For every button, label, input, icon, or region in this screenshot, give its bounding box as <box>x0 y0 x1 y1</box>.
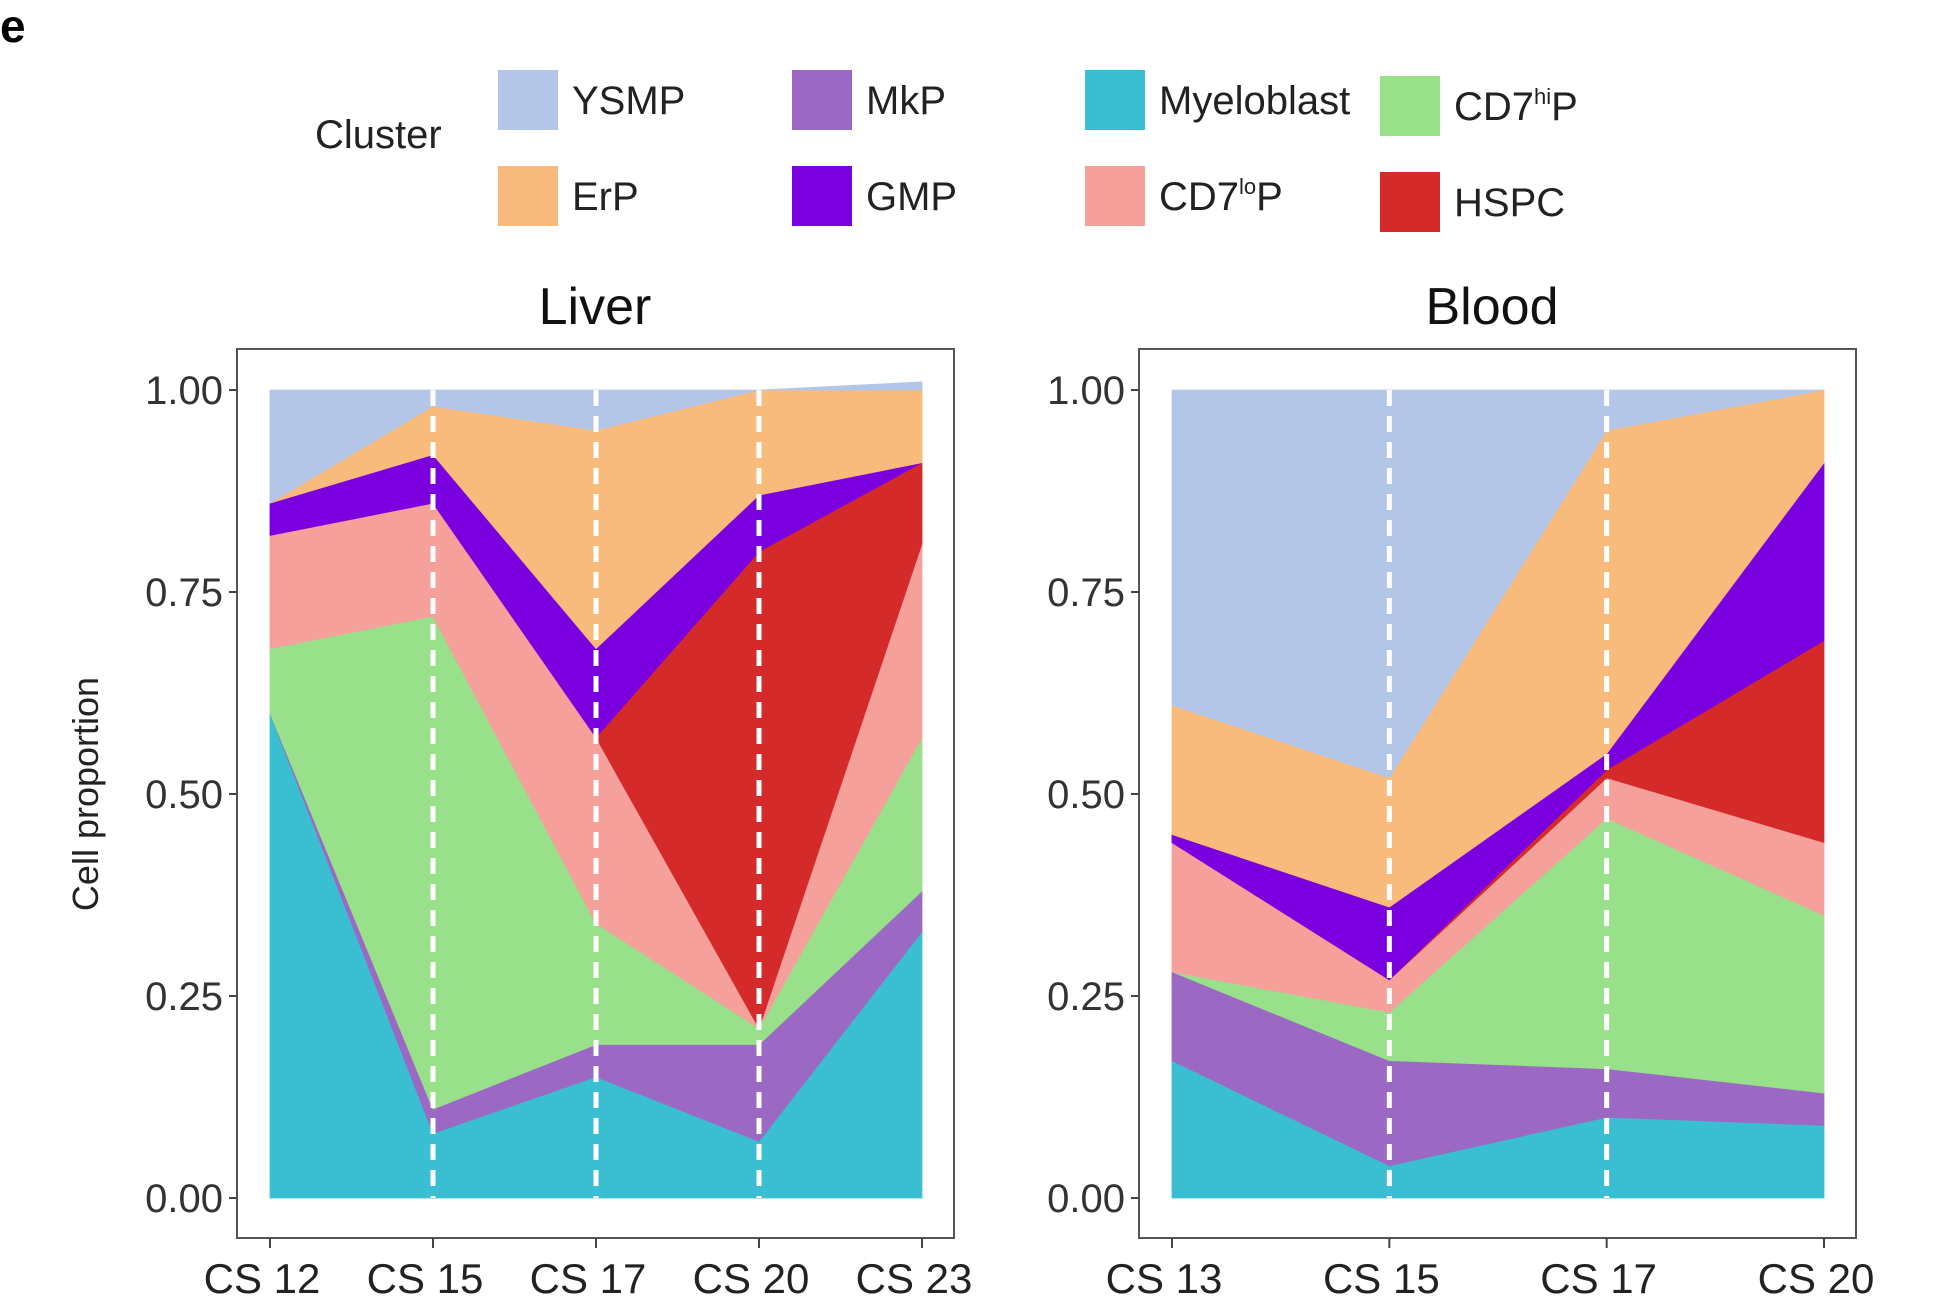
y-tick-label: 0.75 <box>145 571 223 615</box>
x-tick-label: CS 13 <box>1106 1255 1223 1299</box>
x-tick-label: CS 17 <box>530 1255 647 1299</box>
y-tick-label: 0.75 <box>1047 571 1125 615</box>
x-tick-label: CS 23 <box>856 1255 973 1299</box>
legend-swatch-hspc <box>1380 172 1440 232</box>
legend-swatch-erp <box>498 166 558 226</box>
x-tick-label: CS 20 <box>1758 1255 1875 1299</box>
chart-liver: Liver 0.00 0.25 0.50 0.75 1.00 CS 12 CS 15 CS 17… <box>65 278 972 1299</box>
legend-label-ysmp: YSMP <box>572 79 685 123</box>
chart-title: Blood <box>1426 278 1559 336</box>
legend-label-mkp: MkP <box>866 79 946 123</box>
y-tick-label: 0.00 <box>145 1177 223 1221</box>
y-tick-label: 0.25 <box>145 975 223 1019</box>
x-tick-label: CS 15 <box>367 1255 484 1299</box>
x-tick-label: CS 12 <box>204 1255 321 1299</box>
y-tick-label: 0.00 <box>1047 1177 1125 1221</box>
legend-label-myeloblast: Myeloblast <box>1159 79 1350 123</box>
y-tick-label: 1.00 <box>1047 369 1125 413</box>
chart-title: Liver <box>539 278 652 336</box>
legend-swatch-myeloblast <box>1085 70 1145 130</box>
legend-title: Cluster <box>315 113 442 157</box>
y-tick-label: 0.25 <box>1047 975 1125 1019</box>
chart-blood: Blood 0.00 0.25 0.50 0.75 1.00 CS 13 CS 15 CS 17… <box>1047 278 1874 1299</box>
x-tick-label: CS 20 <box>693 1255 810 1299</box>
legend-swatch-mkp <box>792 70 852 130</box>
y-tick-label: 0.50 <box>1047 773 1125 817</box>
legend-swatch-gmp <box>792 166 852 226</box>
legend: YSMP MkP Myeloblast CD7hiP ErP GMP CD7loP HSPC <box>498 70 1578 232</box>
legend-label-cd7hip: CD7hiP <box>1454 84 1578 129</box>
legend-label-cd7lop: CD7loP <box>1159 174 1283 219</box>
x-tick-label: CS 17 <box>1540 1255 1657 1299</box>
legend-swatch-cd7lop <box>1085 166 1145 226</box>
panel-label: e <box>0 0 26 52</box>
y-axis-title: Cell proportion <box>65 677 106 911</box>
y-tick-label: 1.00 <box>145 369 223 413</box>
legend-swatch-ysmp <box>498 70 558 130</box>
x-tick-label: CS 15 <box>1323 1255 1440 1299</box>
area-ysmp <box>269 381 923 504</box>
legend-label-erp: ErP <box>572 175 639 219</box>
y-tick-label: 0.50 <box>145 773 223 817</box>
legend-label-gmp: GMP <box>866 175 957 219</box>
legend-swatch-cd7hip <box>1380 76 1440 136</box>
legend-label-hspc: HSPC <box>1454 181 1565 225</box>
area-ysmp <box>1171 389 1825 779</box>
charts: Liver 0.00 0.25 0.50 0.75 1.00 CS 12 CS 15 CS 17… <box>65 278 1874 1299</box>
